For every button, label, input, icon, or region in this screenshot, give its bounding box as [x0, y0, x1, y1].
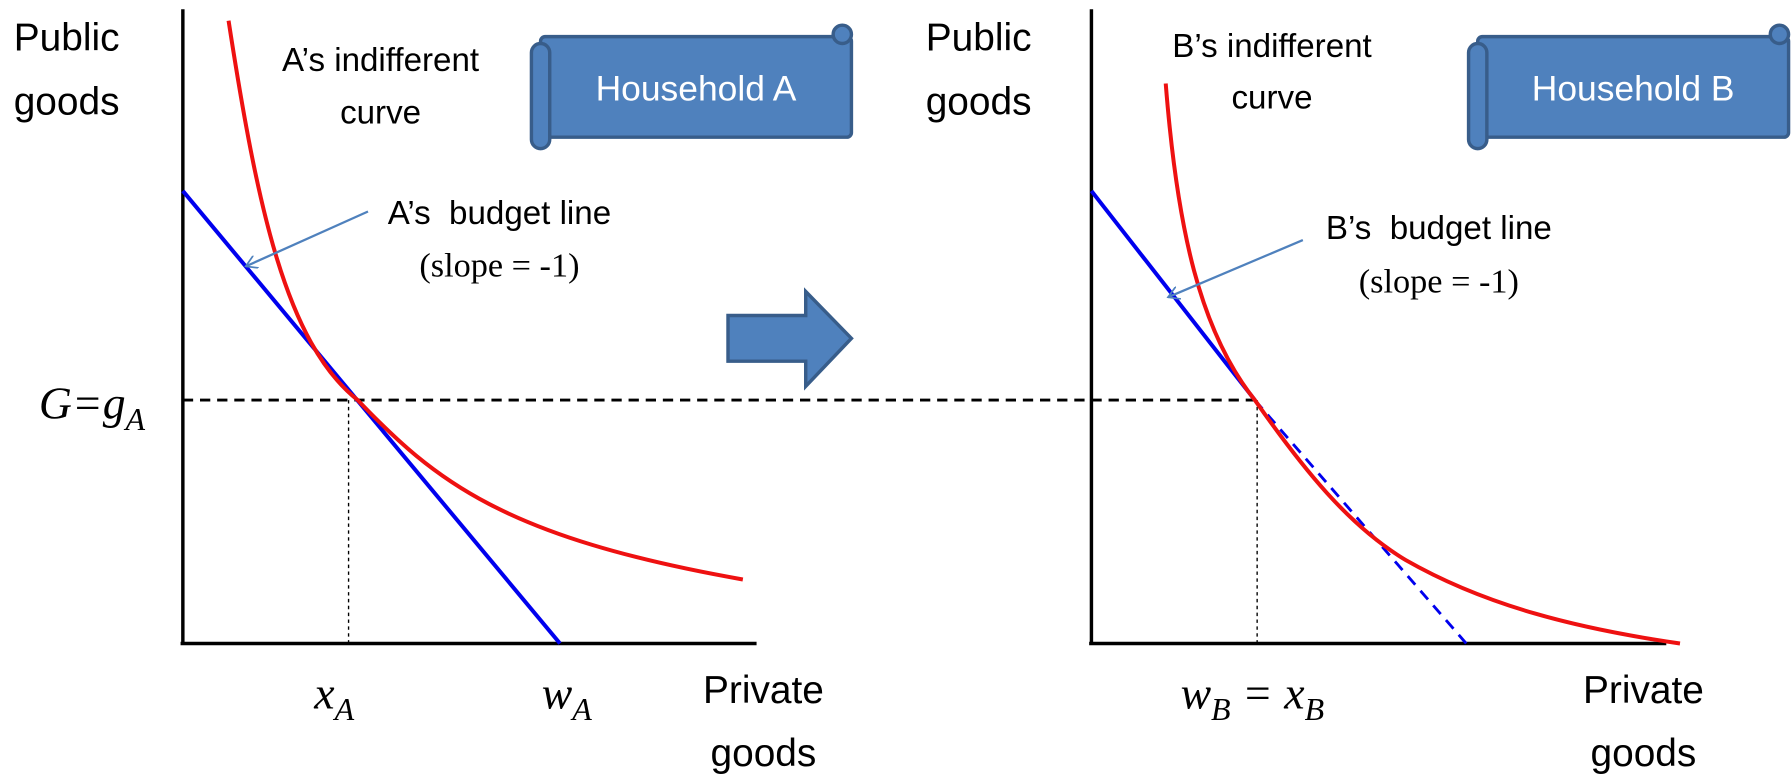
banner: Household B: [1466, 23, 1791, 151]
label-sub: B: [1211, 691, 1231, 727]
g-label: G=gA: [39, 377, 146, 436]
banner: Household A: [529, 23, 854, 151]
x-axis-label: goods: [711, 732, 817, 775]
slope-label: (slope = -1): [1359, 263, 1519, 301]
x-axis-label: Private: [703, 669, 824, 712]
y-axis-label: goods: [926, 80, 1032, 123]
budget-label: A’s budget line: [388, 195, 611, 232]
banner-label: Household A: [596, 69, 797, 109]
curve-label: curve: [1231, 80, 1312, 117]
label-part: w: [1181, 668, 1212, 719]
label-part: x: [313, 668, 334, 719]
label-sub: B: [1305, 691, 1325, 727]
y-axis-label: goods: [14, 80, 120, 123]
y-axis-label: Public: [926, 16, 1032, 59]
curve-label: curve: [340, 95, 421, 132]
callout-arrow: [246, 210, 369, 267]
curve-label: A’s indifferent: [282, 42, 479, 79]
transition-arrow: [726, 287, 854, 391]
curve-label: B’s indifferent: [1172, 28, 1372, 65]
label-sub: A: [124, 401, 146, 437]
label-part: G=g: [39, 377, 126, 428]
x-axis-label: Private: [1583, 669, 1704, 712]
indifference-curve: [226, 20, 744, 582]
x-axis-label: goods: [1591, 732, 1697, 775]
label-sub: A: [570, 691, 592, 727]
banner-label: Household B: [1532, 69, 1735, 109]
label-sub: A: [333, 691, 355, 727]
label-part: = x: [1231, 668, 1305, 719]
budget-line-extension: [1253, 399, 1468, 645]
x-label: xA: [313, 668, 354, 727]
wx-label: wB = xB: [1181, 668, 1325, 727]
w-label: wA: [542, 668, 592, 727]
callout-arrow: [1168, 239, 1304, 297]
budget-label: B’s budget line: [1326, 210, 1552, 247]
label-part: w: [542, 668, 573, 719]
slope-label: (slope = -1): [419, 247, 579, 285]
indifference-curve: [1163, 83, 1681, 646]
y-axis-label: Public: [14, 16, 120, 59]
